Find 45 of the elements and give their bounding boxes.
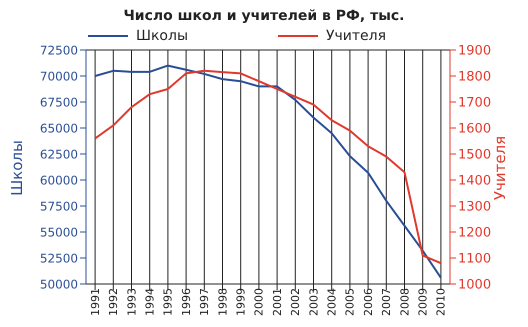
- x-tick-label: 1994: [144, 288, 157, 316]
- y2-tick-label: 1200: [458, 226, 492, 241]
- legend-label: Учителя: [326, 28, 386, 44]
- x-tick-label: 2003: [307, 288, 320, 316]
- y-tick-label: 72500: [40, 43, 78, 58]
- chart-title: Число школ и учителей в РФ, тыс.: [122, 8, 406, 26]
- y-tick-label: 52500: [40, 251, 78, 266]
- x-tick-label: 2009: [416, 288, 430, 316]
- y-tick-label: 60000: [40, 173, 78, 188]
- y2-tick-label: 1100: [458, 252, 492, 267]
- y-tick-label: 65000: [40, 121, 78, 136]
- y-tick-label: 57500: [40, 199, 78, 214]
- y2-tick-label: 1500: [458, 148, 492, 163]
- x-tick-label: 1992: [107, 288, 120, 316]
- x-tick-label: 1991: [88, 288, 102, 316]
- y-tick-label: 50000: [40, 277, 78, 292]
- x-tick-label: 2006: [362, 288, 375, 316]
- y2-tick-label: 1400: [458, 174, 492, 189]
- y2-tick-label: 1800: [458, 70, 492, 85]
- y-tick-label: 62500: [40, 147, 78, 162]
- x-tick-label: 2002: [289, 288, 302, 316]
- x-tick-label: 2005: [344, 288, 357, 316]
- x-tick-label: 1995: [162, 288, 175, 316]
- y2-tick-label: 1300: [458, 200, 492, 215]
- x-tick-label: 2004: [326, 288, 339, 316]
- y-tick-label: 67500: [40, 95, 78, 110]
- y-axis-title: Школы: [8, 139, 27, 198]
- y2-tick-label: 1000: [458, 278, 492, 293]
- y2-tick-label: 1700: [458, 96, 492, 111]
- x-tick-label: 1998: [216, 288, 230, 316]
- y2-tick-label: 1900: [458, 44, 492, 59]
- y-tick-label: 70000: [40, 69, 78, 84]
- legend-label: Школы: [136, 28, 188, 44]
- x-tick-label: 1993: [125, 288, 138, 316]
- x-tick-label: 2007: [380, 288, 394, 316]
- y2-tick-label: 1600: [458, 122, 492, 137]
- x-tick-label: 1997: [198, 288, 212, 316]
- x-tick-label: 1999: [234, 288, 248, 316]
- x-tick-label: 2000: [252, 288, 266, 316]
- y-tick-label: 55000: [40, 225, 78, 240]
- y2-axis-title: Учителя: [490, 136, 509, 200]
- x-tick-label: 2001: [270, 288, 284, 316]
- x-tick-label: 2008: [398, 288, 412, 316]
- x-tick-label: 1996: [180, 288, 193, 316]
- x-tick-label: 2010: [434, 288, 448, 316]
